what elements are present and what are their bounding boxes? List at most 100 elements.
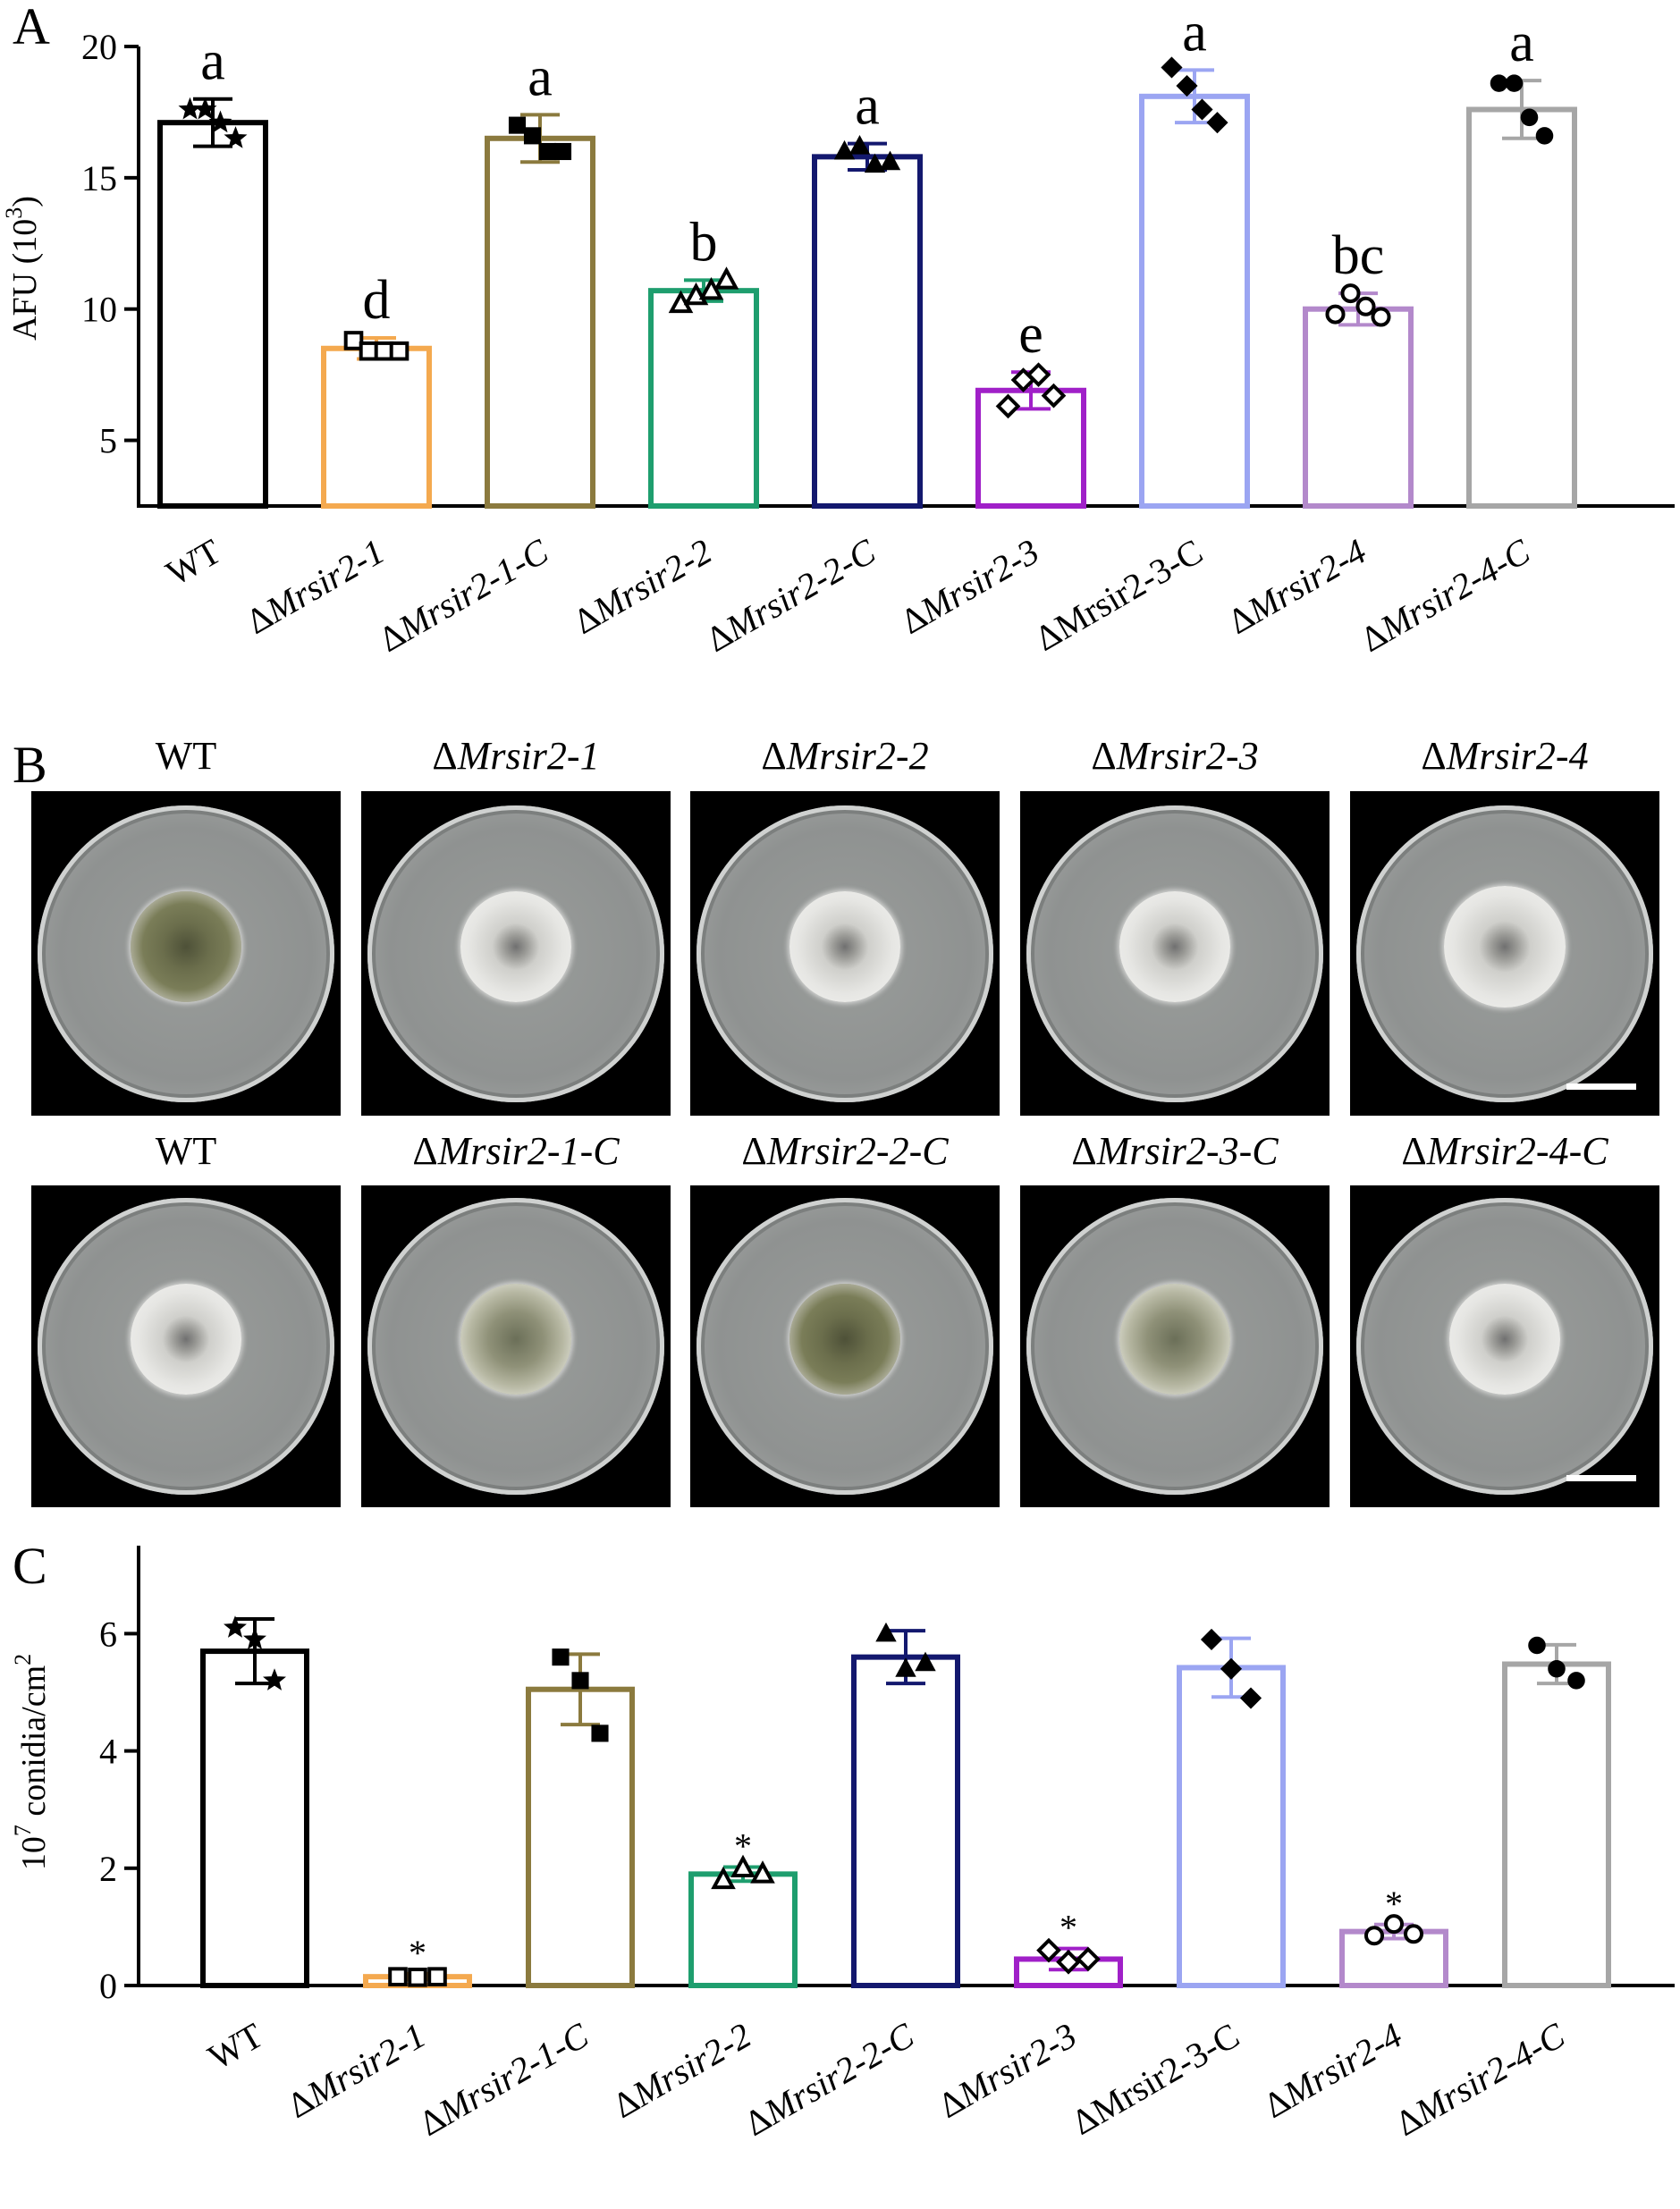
data-point (1220, 1657, 1243, 1680)
data-point (224, 126, 248, 148)
plate-grid: WT ΔMrsir2-1 ΔMrsir2-2 ΔMrsir2-3 ΔMrsir2-4 WT… (25, 733, 1659, 1507)
data-point (1528, 1636, 1546, 1655)
data-point (730, 1854, 756, 1878)
y-tick-label: 4 (99, 1732, 117, 1772)
data-point (875, 1622, 897, 1642)
significance-label: a (1182, 2, 1207, 63)
data-point (508, 116, 527, 134)
data-point (427, 1967, 447, 1986)
plate-title-name: Mrsir2-3 (1116, 734, 1259, 778)
significance-label: bc (1332, 225, 1385, 286)
y-tick-label: 5 (99, 421, 117, 461)
bar (812, 154, 923, 510)
significance-label: b (690, 212, 718, 273)
data-point (243, 1627, 266, 1649)
fungal-colony (1119, 890, 1230, 1002)
fungal-colony (1119, 1284, 1230, 1395)
bar (851, 1654, 960, 1988)
data-point (1535, 127, 1554, 145)
data-point (408, 1968, 427, 1987)
significance-label: d (363, 270, 391, 331)
plate-title-name: Mrsir2-4 (1446, 734, 1589, 778)
fungal-colony (1444, 885, 1566, 1008)
scale-bar (1566, 1083, 1636, 1090)
y-axis-label: AFU (103) (1, 196, 44, 341)
x-tick-label: ΔMrsir2-2 (606, 2015, 758, 2126)
y-tick-label: 0 (99, 1966, 117, 2006)
significance-label: a (855, 76, 880, 137)
data-point (263, 1668, 286, 1690)
plate-title: ΔMrsir2-2-C (684, 1128, 1006, 1174)
petri-plate-photo (361, 1185, 671, 1507)
plate-title-name: Mrsir2-2 (786, 734, 929, 778)
data-point (1567, 1672, 1585, 1690)
bar (1303, 306, 1414, 510)
chart-c-conidia: 0 2 4 6 107 conidia/cm2 WT * ΔMrsir2-1ΔMrsir2-1… (10, 1546, 1675, 2144)
significance-label: a (528, 46, 553, 107)
data-point (1548, 1659, 1566, 1678)
data-point (1371, 307, 1391, 327)
data-point (552, 1648, 570, 1666)
plate-title-name: Mrsir2-2-C (766, 1129, 949, 1173)
significance-label: e (1018, 304, 1043, 365)
x-tick-label: ΔMrsir2-4 (1257, 2015, 1409, 2126)
scale-bar (1566, 1475, 1636, 1481)
plate-title-name: Mrsir2-1 (457, 734, 600, 778)
fungal-colony (1449, 1284, 1560, 1395)
x-tick-label: ΔMrsir2-3-C (1065, 2015, 1246, 2143)
data-point (895, 1657, 916, 1677)
plate-title-prefix: Δ (1091, 734, 1117, 778)
data-point (915, 1651, 936, 1672)
data-point (750, 1860, 775, 1884)
fungal-colony (131, 1284, 241, 1395)
x-tick-label: ΔMrsir2-4-C (1389, 2014, 1573, 2144)
plate-title: ΔMrsir2-2 (684, 733, 1006, 779)
bar (157, 120, 268, 509)
bar (200, 1648, 309, 1989)
data-point (1505, 74, 1524, 92)
plate-title-prefix: Δ (1401, 1129, 1427, 1173)
fungal-colony (131, 890, 241, 1002)
bar (688, 1871, 798, 1988)
data-point (1161, 56, 1183, 79)
bar (485, 135, 595, 510)
plate-title-prefix: Δ (432, 734, 458, 778)
data-point (224, 1615, 247, 1638)
data-point (208, 110, 232, 133)
bar (526, 1686, 635, 1988)
data-point (1176, 74, 1198, 97)
plate-title: WT (25, 1128, 347, 1174)
data-point (1239, 1687, 1262, 1709)
petri-plate-photo (1020, 791, 1330, 1116)
panel-label-c: C (13, 1537, 47, 1595)
plate-title: ΔMrsir2-3 (1014, 733, 1336, 779)
data-point (879, 150, 901, 171)
data-point (1041, 383, 1067, 409)
data-point (1206, 112, 1228, 134)
plate-title-prefix: Δ (1071, 1129, 1097, 1173)
petri-plate-photo (690, 791, 1000, 1116)
data-point (1363, 1926, 1385, 1946)
fungal-colony (460, 1284, 571, 1395)
petri-plate-photo (1350, 1185, 1659, 1507)
plate-title-name: WT (155, 734, 217, 778)
plate-title-name: Mrsir2-3-C (1096, 1129, 1279, 1173)
data-point (1355, 296, 1376, 316)
data-point (591, 1724, 609, 1742)
petri-plate-photo (361, 791, 671, 1116)
petri-plate-photo (1350, 791, 1659, 1116)
data-point (1325, 304, 1346, 325)
y-tick-label: 2 (99, 1849, 117, 1889)
significance-label: a (1509, 13, 1534, 73)
data-point (1383, 1914, 1405, 1935)
data-point (1036, 1937, 1061, 1963)
data-point (553, 142, 572, 161)
y-axis-label: 107 conidia/cm2 (10, 1654, 53, 1870)
x-tick-label: ΔMrsir2-3 (932, 2015, 1084, 2126)
data-point (864, 153, 886, 173)
plate-title-name: Mrsir2-1-C (437, 1129, 620, 1173)
x-tick-label: ΔMrsir2-1 (281, 2015, 433, 2126)
data-point (833, 139, 856, 160)
significance-label: * (1059, 1908, 1077, 1948)
